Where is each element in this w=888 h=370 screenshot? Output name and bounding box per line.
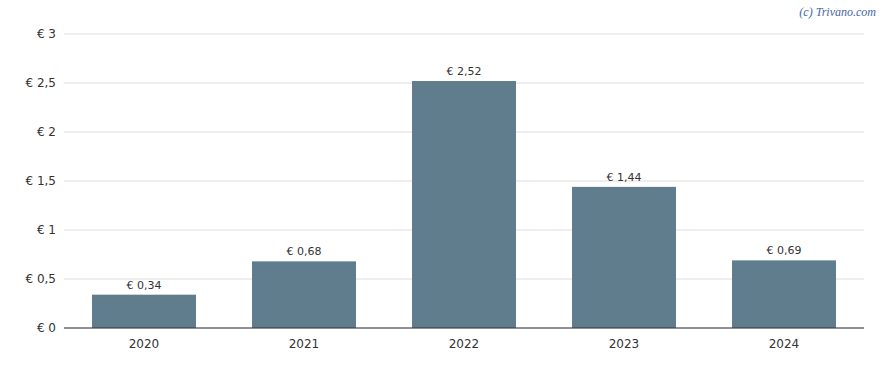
chart: € 0€ 0,5€ 1€ 1,5€ 2€ 2,5€ 32020202120222… xyxy=(0,0,888,370)
x-tick-label: 2021 xyxy=(289,337,320,351)
x-tick-label: 2020 xyxy=(129,337,160,351)
data-label: € 0,34 xyxy=(127,279,162,292)
bar xyxy=(92,295,196,328)
bar xyxy=(572,187,676,328)
x-axis: 2020 2021 2022 2023 2024 xyxy=(129,337,800,351)
data-label: € 2,52 xyxy=(447,65,482,78)
x-axis-line xyxy=(64,328,864,329)
data-label: € 0,69 xyxy=(767,244,802,257)
grid-line xyxy=(64,328,864,329)
data-label: € 1,44 xyxy=(607,171,642,184)
y-axis: € 0 € 0,5 € 1 € 1,5 € 2 € 2,5 € 3 xyxy=(25,27,864,335)
y-tick-label: € 1 xyxy=(37,223,56,237)
y-tick-label: € 0,5 xyxy=(25,272,56,286)
x-tick-label: 2024 xyxy=(769,337,800,351)
chart-container: € 0€ 0,5€ 1€ 1,5€ 2€ 2,5€ 32020202120222… xyxy=(0,0,888,370)
y-tick-label: € 2,5 xyxy=(25,76,56,90)
data-labels: € 0,34 € 0,68 € 2,52 € 1,44 € 0,69 xyxy=(127,65,802,292)
bar xyxy=(252,261,356,328)
y-tick-label: € 2 xyxy=(37,125,56,139)
y-tick-label: € 1,5 xyxy=(25,174,56,188)
grid-line xyxy=(64,34,864,35)
y-tick-label: € 0 xyxy=(37,321,56,335)
y-tick-label: € 3 xyxy=(37,27,56,41)
x-tick-label: 2023 xyxy=(609,337,640,351)
watermark: (c) Trivano.com xyxy=(799,5,876,19)
bar xyxy=(412,81,516,328)
bars xyxy=(92,81,836,328)
x-tick-label: 2022 xyxy=(449,337,480,351)
data-label: € 0,68 xyxy=(287,245,322,258)
bar xyxy=(732,260,836,328)
